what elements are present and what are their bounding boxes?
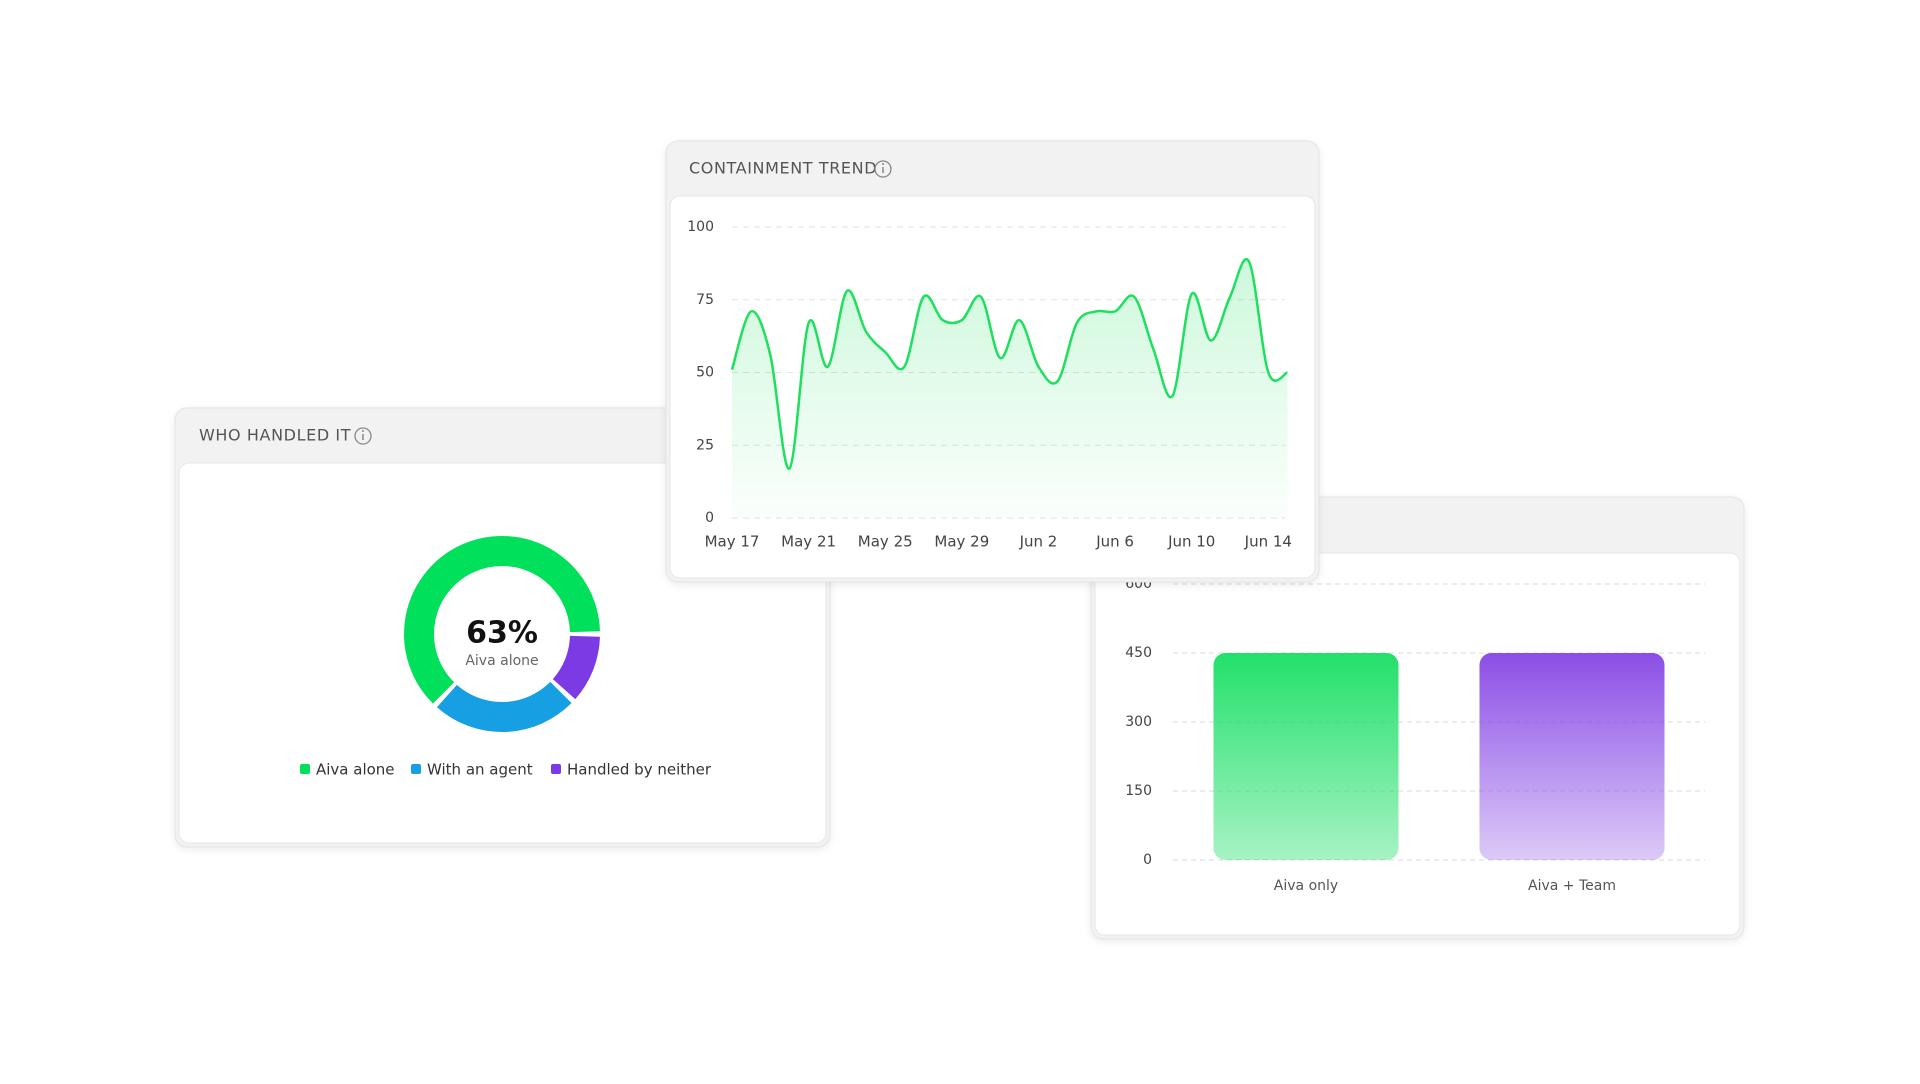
- bar: [1213, 653, 1399, 860]
- line-area: [732, 259, 1288, 518]
- line-card: CONTAINMENT TREND 0 25 50 75 100 May 17 May 21…: [665, 140, 1320, 583]
- y-tick-label: 450: [1125, 645, 1152, 661]
- x-tick-label: Jun 2: [1019, 533, 1058, 551]
- card-title: WHO HANDLED IT: [199, 426, 351, 445]
- info-icon[interactable]: [874, 160, 892, 178]
- x-tick-label: May 25: [858, 533, 913, 551]
- x-tick-label: Aiva only: [1274, 878, 1338, 894]
- x-tick-label: Jun 10: [1167, 533, 1215, 551]
- bar: [1479, 653, 1665, 860]
- y-tick-label: 300: [1125, 714, 1152, 730]
- donut-segment: [404, 536, 600, 704]
- y-tick-label: 150: [1125, 783, 1152, 799]
- x-tick-label: Jun 6: [1095, 533, 1134, 551]
- legend-swatch: [300, 764, 310, 774]
- card-body: [178, 462, 827, 844]
- y-tick-label: 0: [705, 510, 714, 526]
- y-tick-label: 50: [696, 365, 714, 381]
- donut-segment: [436, 681, 572, 732]
- center-value: 63%: [466, 616, 538, 651]
- info-icon[interactable]: [354, 427, 372, 445]
- x-tick-label: Jun 14: [1244, 533, 1292, 551]
- line: [730, 258, 1289, 470]
- y-tick-label: 100: [687, 219, 714, 235]
- card-title: CONTAINMENT TREND: [689, 159, 877, 178]
- donut-segment: [552, 635, 600, 700]
- y-tick-label: 75: [696, 292, 714, 308]
- legend-label: Aiva alone: [316, 761, 395, 779]
- legend-label: With an agent: [427, 761, 533, 779]
- x-tick-label: Aiva + Team: [1528, 878, 1616, 894]
- x-tick-label: May 17: [705, 533, 760, 551]
- y-tick-label: 25: [696, 437, 714, 453]
- legend-swatch: [551, 764, 561, 774]
- legend-swatch: [411, 764, 421, 774]
- center-caption: Aiva alone: [465, 653, 538, 669]
- legend-label: Handled by neither: [567, 761, 712, 779]
- x-tick-label: May 21: [781, 533, 836, 551]
- x-tick-label: May 29: [934, 533, 989, 551]
- y-tick-label: 0: [1143, 852, 1152, 868]
